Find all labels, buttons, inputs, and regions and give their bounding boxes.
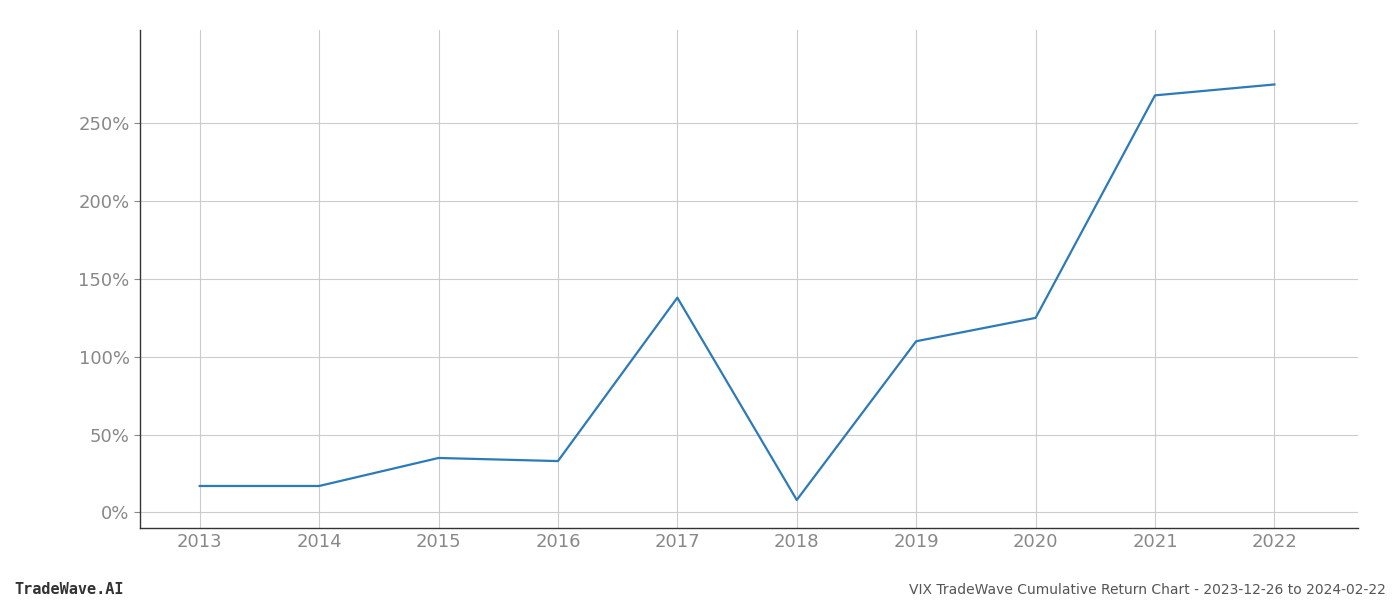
- Text: VIX TradeWave Cumulative Return Chart - 2023-12-26 to 2024-02-22: VIX TradeWave Cumulative Return Chart - …: [909, 583, 1386, 597]
- Text: TradeWave.AI: TradeWave.AI: [14, 582, 123, 597]
